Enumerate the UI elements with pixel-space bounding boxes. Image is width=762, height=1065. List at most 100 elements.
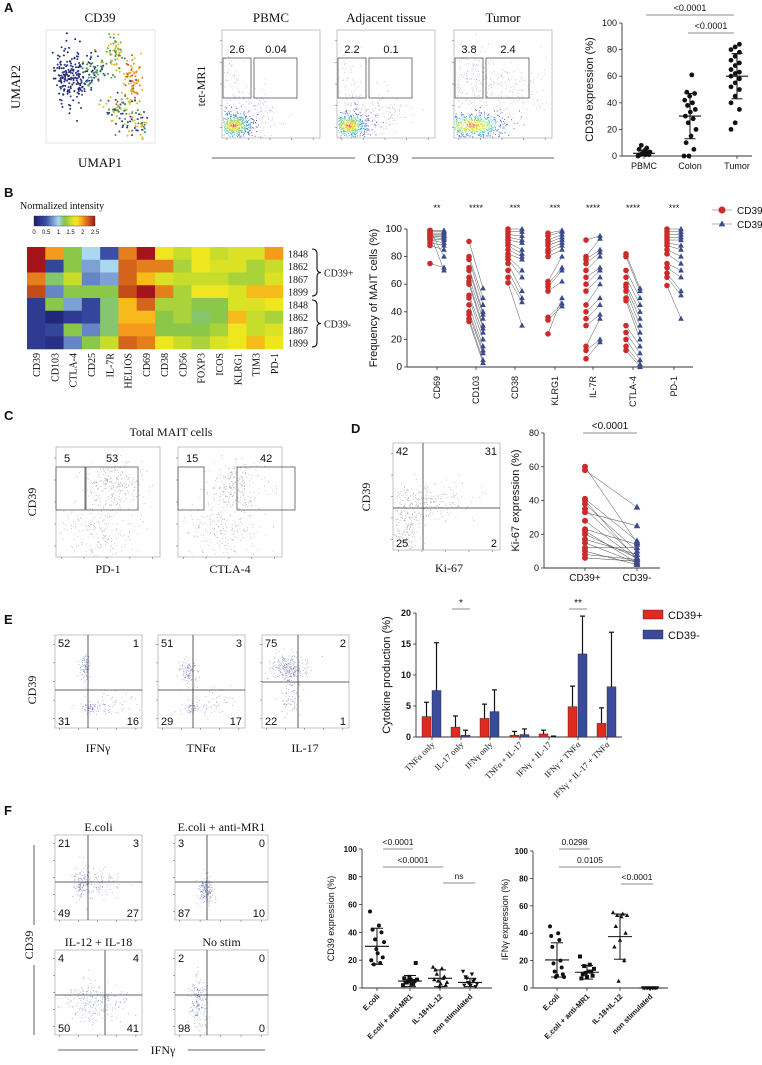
event-dot xyxy=(416,502,418,504)
event-dot xyxy=(262,115,264,117)
event-dot xyxy=(100,500,102,502)
event-dot xyxy=(246,527,248,529)
event-dot xyxy=(273,527,274,529)
event-dot xyxy=(265,490,266,492)
event-dot xyxy=(365,109,367,111)
event-dot xyxy=(343,117,345,119)
event-dot xyxy=(339,118,340,120)
event-dot xyxy=(247,124,249,126)
event-dot xyxy=(88,526,90,528)
event-dot xyxy=(359,121,361,123)
pair-line xyxy=(547,297,563,334)
umap-point xyxy=(62,84,65,87)
event-dot xyxy=(414,515,416,517)
event-dot xyxy=(99,708,101,710)
event-dot xyxy=(478,95,480,97)
event-dot xyxy=(513,128,515,130)
data-point xyxy=(637,301,643,307)
event-dot xyxy=(479,130,481,132)
umap-point xyxy=(134,96,136,99)
event-dot xyxy=(437,510,439,512)
data-point xyxy=(633,537,641,544)
event-dot xyxy=(220,511,222,513)
event-dot xyxy=(240,119,242,120)
event-dot xyxy=(459,130,461,132)
event-dot xyxy=(353,111,355,113)
event-dot xyxy=(341,120,343,122)
event-dot xyxy=(243,134,245,135)
umap-point xyxy=(114,51,117,54)
event-dot xyxy=(402,540,404,541)
event-dot xyxy=(352,131,354,133)
event-dot xyxy=(130,697,132,698)
event-dot xyxy=(414,545,416,547)
umap-point xyxy=(139,133,142,136)
event-dot xyxy=(249,125,251,126)
event-dot xyxy=(222,526,224,528)
event-dot xyxy=(471,118,473,120)
event-dot xyxy=(359,98,361,100)
event-dot xyxy=(237,469,238,471)
event-dot xyxy=(241,503,243,505)
event-dot xyxy=(479,134,481,136)
event-dot xyxy=(216,492,218,494)
event-dot xyxy=(477,127,479,129)
umap-point xyxy=(131,134,133,137)
umap-point xyxy=(81,86,84,89)
event-dot xyxy=(466,127,468,129)
pair-line xyxy=(585,277,601,292)
event-dot xyxy=(99,705,101,707)
event-dot xyxy=(374,120,376,122)
gate-percent: 2.2 xyxy=(344,44,359,56)
event-dot xyxy=(399,547,401,548)
event-dot xyxy=(235,110,237,112)
event-dot xyxy=(233,103,234,105)
event-dot xyxy=(345,128,347,130)
event-dot xyxy=(465,136,467,138)
umap-point xyxy=(69,107,72,110)
umap-point xyxy=(96,55,99,58)
event-dot xyxy=(470,115,471,117)
event-dot xyxy=(105,478,106,479)
data-point xyxy=(582,539,588,546)
event-dot xyxy=(254,122,256,124)
event-dot xyxy=(354,119,356,120)
event-dot xyxy=(230,132,232,134)
heatmap-cell xyxy=(118,285,138,299)
event-dot xyxy=(394,103,395,105)
event-dot xyxy=(74,550,75,552)
event-dot xyxy=(235,115,237,117)
event-dot xyxy=(407,526,408,527)
event-dot xyxy=(452,496,454,498)
event-dot xyxy=(365,123,367,124)
event-dot xyxy=(376,120,378,122)
event-dot xyxy=(129,530,130,532)
event-dot xyxy=(470,103,472,104)
event-dot xyxy=(77,477,79,478)
umap-point xyxy=(131,54,133,57)
event-dot xyxy=(228,122,230,124)
event-dot xyxy=(111,481,112,483)
data-point xyxy=(597,232,603,238)
event-dot xyxy=(360,128,362,129)
umap-point xyxy=(126,97,129,100)
event-dot xyxy=(494,110,495,112)
event-dot xyxy=(476,128,477,130)
event-dot xyxy=(234,129,236,131)
event-dot xyxy=(362,121,363,123)
event-dot xyxy=(255,116,257,118)
event-dot xyxy=(489,125,490,127)
event-dot xyxy=(407,499,409,501)
event-dot xyxy=(425,497,427,499)
event-dot xyxy=(467,81,469,83)
event-dot xyxy=(188,531,190,533)
umap-point xyxy=(95,75,97,78)
event-dot xyxy=(229,486,230,488)
event-dot xyxy=(237,500,239,502)
event-dot xyxy=(95,706,96,708)
event-dot xyxy=(239,136,241,138)
event-dot xyxy=(355,103,357,105)
event-dot xyxy=(343,133,345,135)
event-dot xyxy=(469,122,471,124)
umap-point xyxy=(93,67,96,70)
